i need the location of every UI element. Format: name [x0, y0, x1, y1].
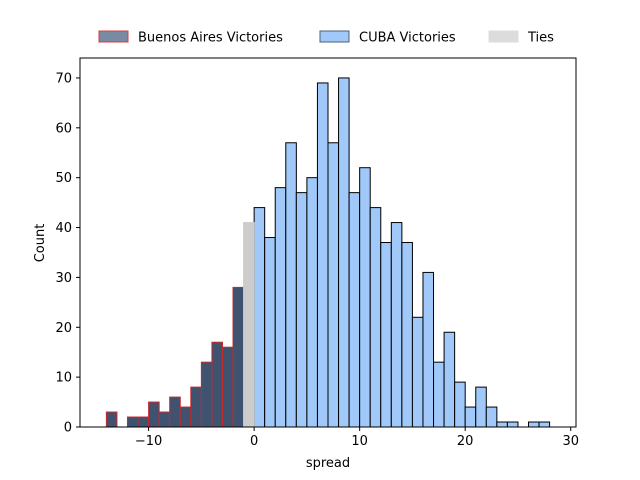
bar-buenos-aires-victories--12 [126, 416, 139, 428]
legend-label-buenos-aires: Buenos Aires Victories [138, 31, 283, 46]
bar-cuba-victories-18 [443, 331, 456, 428]
bar-cuba-victories-12 [380, 242, 392, 428]
bar-buenos-aires-victories--14 [105, 411, 118, 428]
bar-cuba-victories-6 [316, 82, 329, 428]
bar-cuba-victories-8 [338, 77, 350, 428]
bar-buenos-aires-victories--9 [158, 411, 171, 428]
x-tick-label: 0 [250, 434, 258, 449]
y-tick-label: 0 [64, 421, 72, 436]
bar-buenos-aires-victories--7 [179, 406, 192, 428]
bar-cuba-victories-24 [506, 421, 519, 428]
bar-buenos-aires-victories--8 [169, 396, 181, 428]
bar-ties--1 [243, 222, 255, 428]
x-tick-label: 10 [351, 434, 368, 449]
y-tick-label: 60 [55, 121, 72, 136]
y-axis-ticks: 0 10 20 30 40 50 60 70 [55, 71, 80, 436]
bar-cuba-victories-10 [359, 167, 371, 428]
legend-swatch-buenos-aires [98, 30, 129, 43]
legend-swatch-cuba [319, 30, 350, 43]
bar-cuba-victories-7 [327, 142, 340, 428]
bar-cuba-victories-27 [538, 421, 551, 428]
bar-buenos-aires-victories--11 [137, 416, 150, 428]
legend-swatch-ties [488, 30, 519, 43]
y-tick-label: 20 [55, 321, 72, 336]
bar-cuba-victories-23 [496, 421, 508, 428]
y-tick-label: 30 [55, 271, 72, 286]
x-tick-label: −10 [135, 434, 162, 449]
bar-cuba-victories-16 [422, 271, 435, 428]
bar-cuba-victories-9 [348, 192, 361, 428]
y-tick-label: 70 [55, 71, 72, 86]
bar-cuba-victories-5 [306, 177, 318, 428]
histogram-bars [105, 77, 551, 428]
legend-label-ties: Ties [527, 31, 554, 46]
bar-cuba-victories-20 [464, 406, 477, 428]
legend-label-cuba: CUBA Victories [359, 31, 456, 46]
bar-cuba-victories-2 [274, 187, 287, 428]
bar-buenos-aires-victories--4 [211, 341, 223, 428]
bar-cuba-victories-15 [411, 316, 424, 428]
bar-cuba-victories-19 [454, 381, 466, 428]
y-tick-label: 10 [55, 371, 72, 386]
bar-cuba-victories-13 [390, 222, 403, 428]
bar-cuba-victories-1 [264, 237, 276, 428]
bar-cuba-victories-11 [369, 207, 382, 428]
x-axis-ticks: −10 0 10 20 30 [135, 427, 579, 449]
bar-buenos-aires-victories--3 [221, 346, 234, 428]
bar-cuba-victories-17 [433, 361, 445, 428]
bar-cuba-victories-4 [295, 192, 308, 428]
plot-frame [79, 57, 577, 428]
bar-cuba-victories-26 [528, 421, 540, 428]
bar-cuba-victories-3 [285, 142, 297, 428]
bar-cuba-victories-14 [401, 242, 413, 428]
x-tick-label: 20 [457, 434, 474, 449]
bar-cuba-victories-0 [253, 207, 266, 428]
bar-cuba-victories-21 [475, 386, 487, 428]
legend: Buenos Aires Victories CUBA Victories Ti… [98, 30, 554, 46]
bar-buenos-aires-victories--6 [190, 386, 202, 428]
x-axis-title: spread [306, 456, 350, 471]
bar-cuba-victories-22 [485, 406, 498, 428]
y-tick-label: 50 [55, 171, 72, 186]
bar-buenos-aires-victories--2 [232, 286, 245, 428]
bar-buenos-aires-victories--10 [148, 401, 160, 428]
x-tick-label: 30 [562, 434, 579, 449]
bar-buenos-aires-victories--5 [200, 361, 213, 428]
y-tick-label: 40 [55, 221, 72, 236]
y-axis-title: Count [33, 224, 48, 263]
